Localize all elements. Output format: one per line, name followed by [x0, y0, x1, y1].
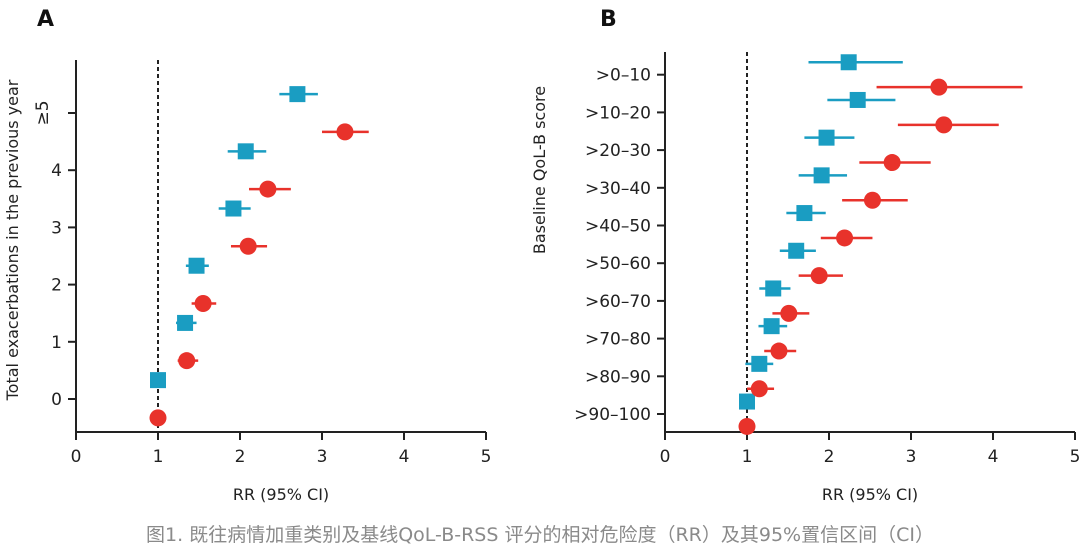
- point-circle: [935, 116, 953, 134]
- y-category-label: >80–90: [585, 367, 651, 387]
- point-circle: [239, 237, 257, 255]
- point-circle: [883, 154, 901, 172]
- point-square: [237, 143, 254, 160]
- point-circle: [194, 294, 212, 312]
- y-category-label: 1: [51, 333, 62, 353]
- x-tick-label: 2: [235, 447, 246, 467]
- x-axis-title: RR (95% CI): [233, 485, 329, 504]
- y-category-label: >90–100: [574, 405, 651, 425]
- y-axis-title: Total exacerbations in the previous year: [3, 79, 22, 401]
- y-category-label: >70–80: [585, 330, 651, 350]
- point-square: [840, 54, 857, 71]
- y-category-label: >0–10: [596, 66, 651, 86]
- point-circle: [178, 352, 196, 370]
- x-tick-label: 0: [660, 447, 671, 467]
- panel-a-letter: A: [37, 7, 54, 32]
- x-tick-label: 3: [906, 447, 917, 467]
- y-category-label: ≥5: [33, 100, 53, 125]
- point-circle: [836, 229, 854, 247]
- point-circle: [259, 180, 277, 198]
- point-square: [177, 314, 194, 331]
- x-tick-label: 5: [1070, 447, 1080, 467]
- point-square: [813, 167, 830, 184]
- point-square: [765, 280, 782, 297]
- forest-plot-figure: A B 0 1 2 3 4 5 RR (95% CI) Total exacerbations…: [3, 7, 1080, 504]
- point-circle: [810, 267, 828, 285]
- x-tick-label: 1: [742, 447, 753, 467]
- point-circle: [770, 342, 788, 360]
- x-axis-title: RR (95% CI): [822, 485, 918, 504]
- x-tick-label: 5: [481, 447, 492, 467]
- point-square: [188, 257, 205, 274]
- y-category-label: >10–20: [585, 103, 651, 123]
- y-category-label: 4: [51, 161, 62, 181]
- point-square: [849, 91, 866, 108]
- x-tick-label: 4: [988, 447, 999, 467]
- point-square: [150, 372, 166, 389]
- x-tick-label: 0: [71, 447, 82, 467]
- point-circle: [336, 123, 354, 141]
- y-category-label: 3: [51, 218, 62, 238]
- y-category-label: >50–60: [585, 254, 651, 274]
- point-square: [818, 129, 835, 146]
- point-square: [739, 393, 755, 410]
- point-circle: [780, 304, 798, 322]
- point-circle: [863, 191, 881, 209]
- point-square: [788, 242, 805, 259]
- figure-caption: 图1. 既往病情加重类别及基线QoL-B-RSS 评分的相对危险度（RR）及其9…: [146, 524, 934, 546]
- y-category-label: 0: [51, 390, 62, 410]
- x-tick-label: 2: [824, 447, 835, 467]
- point-square: [751, 355, 768, 372]
- y-category-label: >30–40: [585, 179, 651, 199]
- y-category-label: >20–30: [585, 141, 651, 161]
- panel-b-letter: B: [600, 7, 617, 32]
- point-circle: [750, 380, 768, 398]
- y-category-label: >60–70: [585, 292, 651, 312]
- point-square: [763, 318, 780, 335]
- point-circle: [149, 409, 167, 427]
- point-circle: [930, 78, 948, 96]
- x-tick-label: 1: [153, 447, 164, 467]
- x-tick-label: 4: [399, 447, 410, 467]
- x-tick-label: 3: [317, 447, 328, 467]
- point-square: [796, 205, 813, 222]
- y-category-label: 2: [51, 276, 62, 296]
- point-square: [289, 86, 306, 103]
- point-circle: [738, 417, 756, 435]
- y-axis-title: Baseline QoL-B score: [530, 86, 549, 254]
- point-square: [225, 200, 242, 217]
- y-category-label: >40–50: [585, 217, 651, 237]
